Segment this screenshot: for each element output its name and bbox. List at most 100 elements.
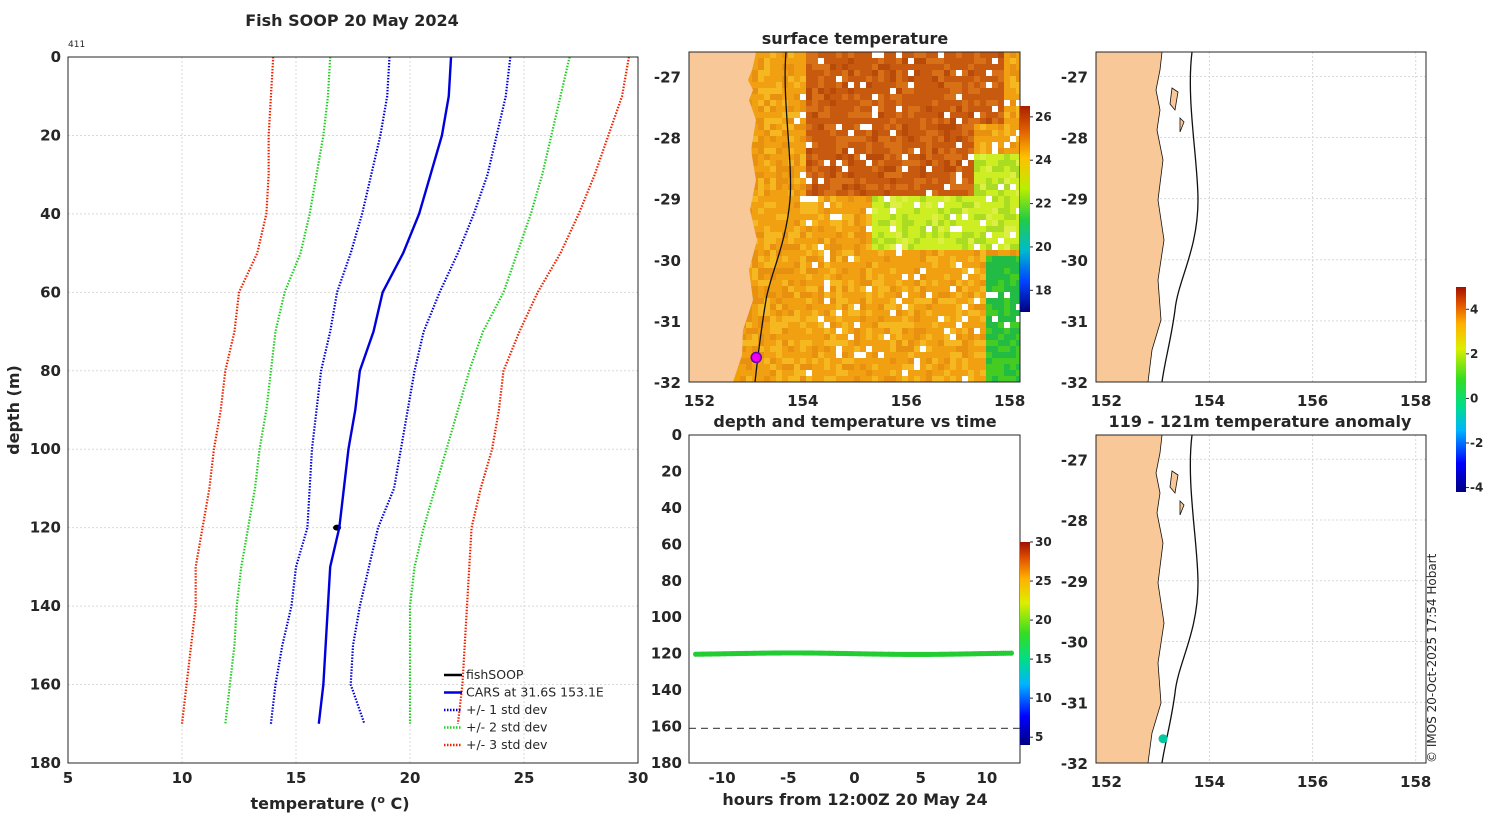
sst-cell — [1004, 292, 1010, 298]
sst-cell — [998, 268, 1004, 274]
sst-cell — [956, 76, 962, 82]
sst-cell — [818, 340, 824, 346]
sst-cell — [794, 118, 800, 124]
sst-cell — [914, 376, 920, 382]
sst-cell — [1010, 316, 1016, 322]
sst-cell — [998, 100, 1004, 106]
sst-cell — [878, 112, 884, 118]
sst-cell — [758, 274, 764, 280]
sst-cell — [824, 196, 830, 202]
sst-cell — [920, 106, 926, 112]
sst-cell — [872, 220, 878, 226]
sst-cell — [800, 64, 806, 70]
sst-cell — [926, 286, 932, 292]
sst-cell — [890, 244, 896, 250]
sst-cell — [806, 184, 812, 190]
sst-cell — [920, 172, 926, 178]
sst-cell — [794, 76, 800, 82]
sst-cell — [758, 304, 764, 310]
sst-cell — [950, 100, 956, 106]
sst-cell — [878, 334, 884, 340]
sst-cell — [908, 160, 914, 166]
sst-cell — [824, 160, 830, 166]
sst-cell — [926, 106, 932, 112]
sst-xtick-label: 158 — [994, 392, 1025, 410]
sst-cell — [848, 328, 854, 334]
sst-cell — [878, 82, 884, 88]
sst-cell — [860, 70, 866, 76]
sst-cell — [926, 322, 932, 328]
sst-cell — [956, 166, 962, 172]
sst-cell — [962, 256, 968, 262]
sst-cell — [752, 88, 758, 94]
sst-cell — [812, 286, 818, 292]
sst-cell — [848, 100, 854, 106]
sst-cell — [860, 142, 866, 148]
profile-panel: Fish SOOP 20 May 2024 411 5 10 15 20 25 30 02… — [4, 11, 648, 813]
sst-cell — [1016, 166, 1020, 172]
sst-cell — [842, 202, 848, 208]
sst-cell — [992, 148, 998, 154]
sst-cell — [998, 148, 1004, 154]
sst-cell — [932, 190, 938, 196]
sst-cell — [824, 304, 830, 310]
sst-cell — [962, 82, 968, 88]
sst-cell — [962, 136, 968, 142]
sst-cell — [872, 316, 878, 322]
map-top-panel: 152 154 156 158 -27-28-29-30-31-32 — [1061, 51, 1431, 410]
sst-cell — [842, 184, 848, 190]
sst-cell — [932, 148, 938, 154]
sst-cell — [878, 340, 884, 346]
sst-cell — [836, 130, 842, 136]
sst-cell — [974, 190, 980, 196]
sst-cell — [836, 178, 842, 184]
sst-cell — [782, 172, 788, 178]
sst-cell — [944, 154, 950, 160]
sst-cell — [1016, 196, 1020, 202]
sst-cell — [884, 310, 890, 316]
sst-cell — [848, 214, 854, 220]
sst-cell — [818, 154, 824, 160]
sst-cell — [1010, 310, 1016, 316]
sst-cell — [920, 304, 926, 310]
sst-cell — [1004, 58, 1010, 64]
sst-cell — [1016, 376, 1020, 382]
sst-cell — [752, 136, 758, 142]
sst-cell — [908, 358, 914, 364]
sst-cell — [842, 316, 848, 322]
sst-cell — [950, 172, 956, 178]
sst-cell — [830, 94, 836, 100]
sst-cell — [986, 376, 992, 382]
sst-cell — [776, 328, 782, 334]
sst-cell — [962, 112, 968, 118]
sst-cell — [926, 202, 932, 208]
sst-cell — [1004, 328, 1010, 334]
sst-cell — [824, 268, 830, 274]
sst-cell — [812, 244, 818, 250]
sst-cell — [866, 376, 872, 382]
sst-cell — [914, 106, 920, 112]
sst-cell — [776, 118, 782, 124]
sst-cell — [962, 274, 968, 280]
sst-cell — [902, 148, 908, 154]
sst-cell — [866, 298, 872, 304]
sst-cell — [890, 190, 896, 196]
sst-cell — [860, 172, 866, 178]
sst-cell — [980, 172, 986, 178]
sst-cell — [1010, 370, 1016, 376]
sst-cell — [764, 52, 770, 58]
sst-cell — [842, 208, 848, 214]
sst-cell — [836, 160, 842, 166]
sst-cell — [1010, 190, 1016, 196]
sst-cell — [902, 208, 908, 214]
sst-cell — [854, 106, 860, 112]
sst-cell — [848, 160, 854, 166]
sst-cell — [974, 268, 980, 274]
sst-cell — [956, 274, 962, 280]
sst-cell — [788, 142, 794, 148]
sst-cell — [848, 184, 854, 190]
sst-cell — [836, 142, 842, 148]
sst-cell — [872, 64, 878, 70]
profile-xlabel: temperature (o C) — [250, 793, 409, 813]
sst-cell — [926, 178, 932, 184]
